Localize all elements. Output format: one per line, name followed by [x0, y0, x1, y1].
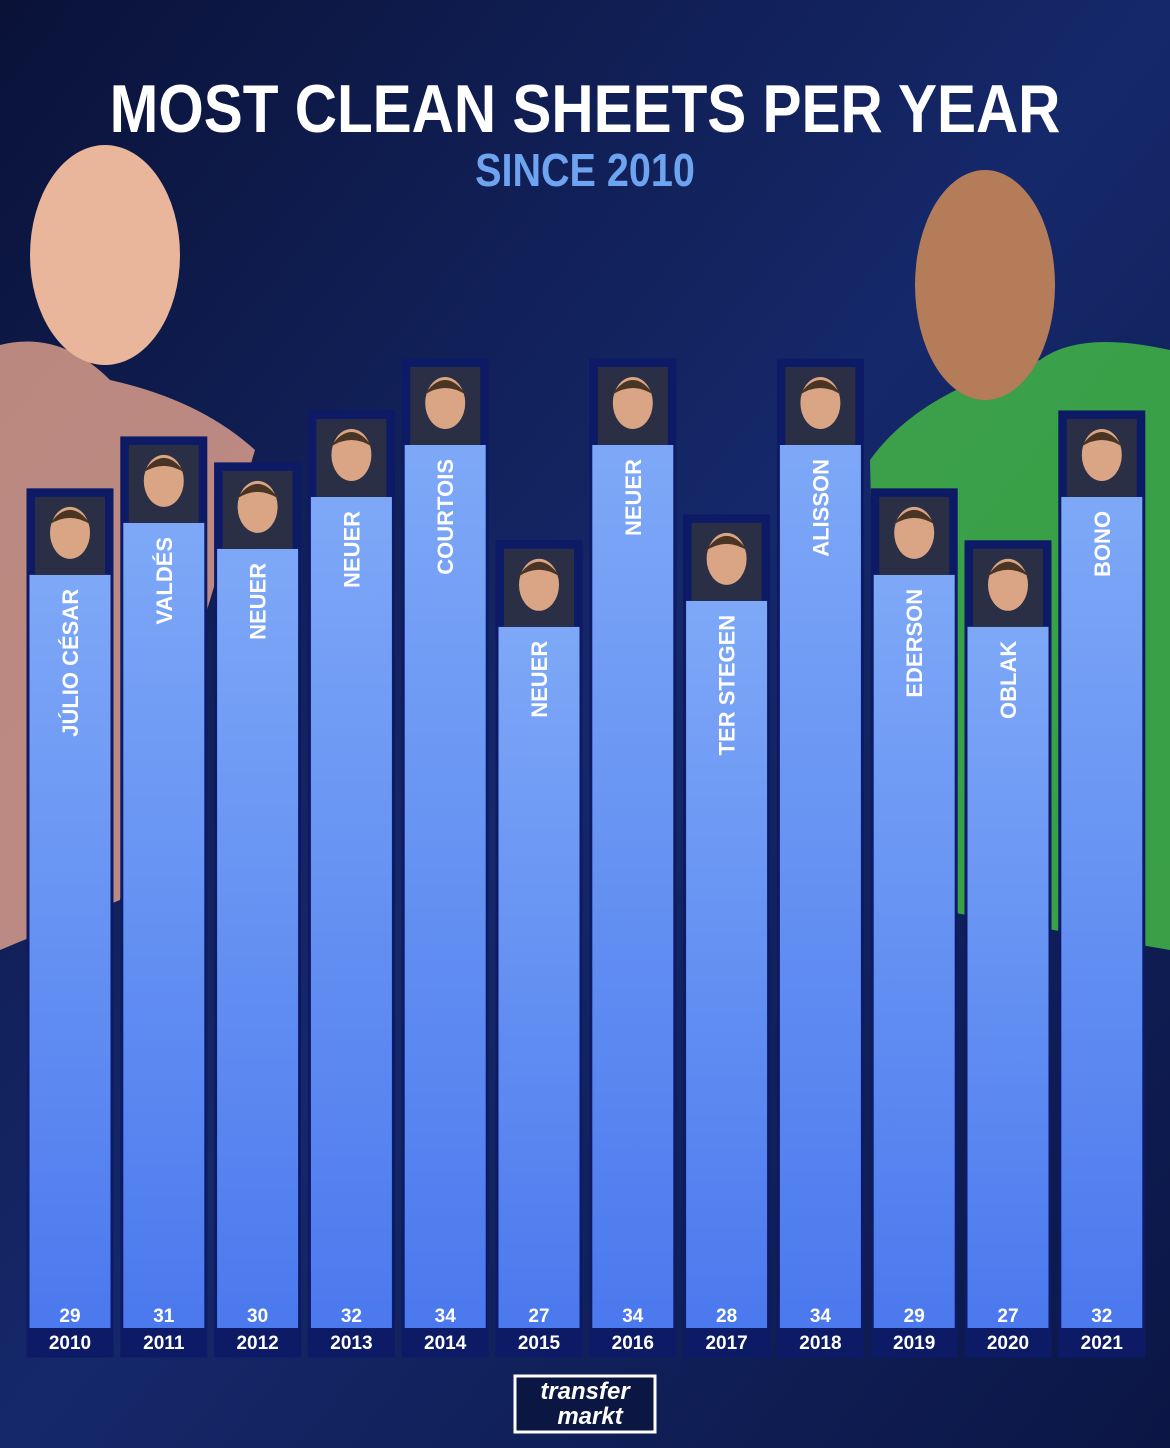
- player-name: EDERSON: [902, 589, 927, 698]
- x-tick-label: 2020: [987, 1333, 1029, 1354]
- logo-text: markt: [557, 1403, 623, 1430]
- bar: [590, 445, 675, 1328]
- photo-hair: [987, 561, 1029, 577]
- photo-hair: [424, 380, 467, 395]
- photo-face: [331, 428, 372, 481]
- player-name: NEUER: [527, 641, 552, 718]
- player-name: NEUER: [339, 511, 364, 588]
- year-strip: [215, 1328, 300, 1356]
- photo-face: [894, 506, 935, 559]
- x-tick-label: 2015: [518, 1333, 561, 1354]
- photo-face: [988, 558, 1028, 611]
- photo-hair: [142, 457, 185, 473]
- photo-face: [800, 377, 841, 429]
- logo-text: transfer: [540, 1378, 631, 1405]
- year-strip: [778, 1328, 863, 1356]
- player-left-head: [30, 145, 180, 365]
- year-strip: [309, 1328, 394, 1356]
- player-name: COURTOIS: [433, 459, 458, 575]
- photo-hair: [1080, 431, 1123, 447]
- photo-hair: [330, 431, 373, 447]
- value-label: 27: [528, 1306, 549, 1327]
- photo-hair: [611, 380, 654, 395]
- player-name: NEUER: [246, 563, 271, 640]
- year-strip: [497, 1328, 581, 1356]
- photo-hair: [893, 509, 936, 525]
- photo-face: [612, 377, 653, 429]
- year-strip: [121, 1328, 206, 1356]
- photo-face: [425, 377, 466, 429]
- photo-hair: [705, 535, 748, 551]
- bar: [1059, 496, 1144, 1328]
- x-tick-label: 2013: [330, 1333, 372, 1354]
- x-tick-label: 2012: [236, 1333, 278, 1354]
- x-tick-label: 2019: [893, 1333, 935, 1354]
- year-strip: [1059, 1328, 1144, 1356]
- year-strip: [684, 1328, 769, 1356]
- player-name: ALISSON: [808, 459, 833, 557]
- bar: [684, 600, 769, 1328]
- player-name: VALDÉS: [152, 537, 177, 625]
- year-strip: [872, 1328, 957, 1356]
- x-tick-label: 2016: [612, 1333, 654, 1354]
- x-tick-label: 2021: [1081, 1333, 1124, 1354]
- value-label: 32: [341, 1306, 362, 1327]
- bar: [309, 496, 394, 1328]
- bar: [403, 445, 488, 1328]
- photo-face: [1081, 428, 1122, 481]
- photo-face: [143, 454, 184, 507]
- value-label: 27: [997, 1306, 1018, 1327]
- year-strip: [403, 1328, 488, 1356]
- value-label: 34: [435, 1306, 457, 1327]
- photo-face: [706, 532, 747, 585]
- bar: [497, 626, 581, 1328]
- photo-hair: [518, 561, 560, 577]
- player-name: OBLAK: [996, 641, 1021, 719]
- bar: [28, 574, 112, 1328]
- value-label: 29: [59, 1306, 80, 1327]
- bar: [872, 574, 957, 1328]
- x-tick-label: 2017: [705, 1333, 747, 1354]
- player-name: JÚLIO CÉSAR: [58, 589, 83, 737]
- x-tick-label: 2011: [143, 1333, 185, 1354]
- player-name: NEUER: [621, 459, 646, 536]
- photo-face: [519, 558, 559, 611]
- player-right-head: [915, 170, 1055, 400]
- year-strip: [28, 1328, 112, 1356]
- photo-hair: [49, 509, 91, 525]
- bar: [966, 626, 1050, 1328]
- value-label: 29: [904, 1306, 925, 1327]
- x-tick-label: 2018: [799, 1333, 841, 1354]
- logo-box: [513, 1374, 657, 1434]
- value-label: 28: [716, 1306, 737, 1327]
- bar: [215, 548, 300, 1328]
- photo-hair: [236, 483, 279, 499]
- photo-face: [237, 480, 278, 533]
- player-name: TER STEGEN: [715, 615, 740, 756]
- x-tick-label: 2014: [424, 1333, 467, 1354]
- value-label: 30: [247, 1306, 268, 1327]
- year-strip: [966, 1328, 1050, 1356]
- chart-title: MOST CLEAN SHEETS PER YEAR: [110, 72, 1061, 147]
- x-tick-label: 2010: [49, 1333, 91, 1354]
- bar: [778, 445, 863, 1328]
- player-name: BONO: [1090, 511, 1115, 577]
- value-label: 31: [153, 1306, 175, 1327]
- photo-face: [50, 506, 90, 559]
- photo-hair: [799, 380, 842, 395]
- value-label: 32: [1091, 1306, 1112, 1327]
- bar: [121, 522, 206, 1328]
- chart-subtitle: SINCE 2010: [475, 145, 695, 196]
- value-label: 34: [810, 1306, 832, 1327]
- year-strip: [590, 1328, 675, 1356]
- value-label: 34: [622, 1306, 644, 1327]
